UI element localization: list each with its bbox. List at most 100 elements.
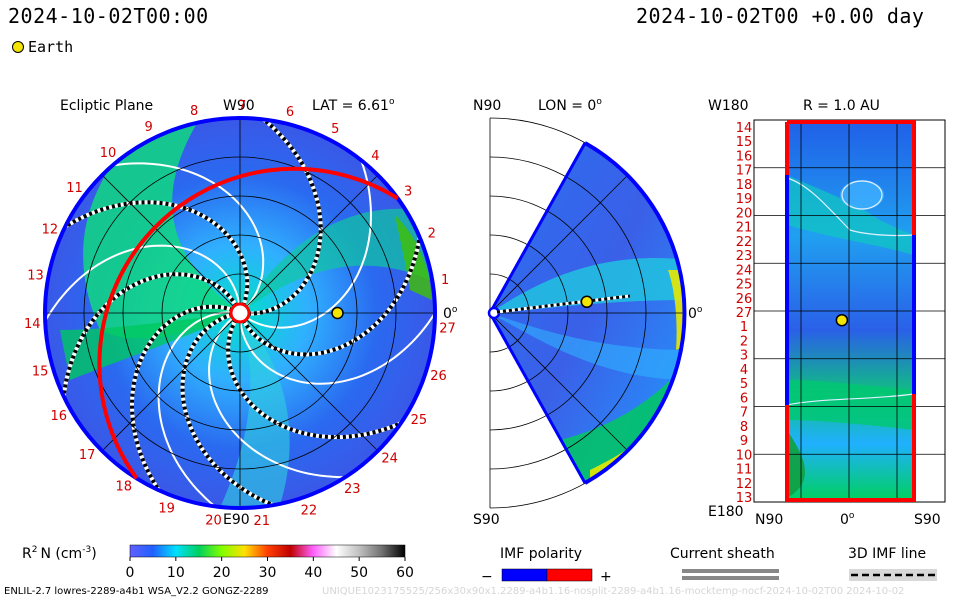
imf-field-line-dashed [60,272,238,430]
shell-top-label: W180 [708,98,749,114]
shell-xtick-zero: 0 [840,512,849,528]
colorbar-tick-0: 0 [126,565,135,581]
meridional-title: LON = 0 [538,98,596,114]
shell-title: R = 1.0 AU [803,98,880,114]
colorbar-tick-20: 20 [213,565,231,581]
imf-field-line-dashed [45,200,250,307]
shell-ytick-3: 3 [740,349,748,364]
svg-text:R2N (cm-3): R2 N (cm-3) [22,545,97,562]
earth-legend: Earth [12,38,73,56]
carrington-tick-12: 12 [42,223,59,238]
colorbar-tick-30: 30 [259,565,277,581]
shell-ytick-18: 18 [736,178,753,193]
carrington-tick-7: 7 [238,99,246,114]
meridional-right-degree: o [697,305,703,315]
ecliptic-panel: Ecliptic Plane LAT = 6.61o W90 E90 0o 12… [24,97,458,529]
shell-ytick-1: 1 [740,320,748,335]
imf-field-line-white [80,162,265,309]
shell-ytick-20: 20 [736,206,753,221]
meridional-grid [489,117,686,509]
shell-ytick-17: 17 [736,164,753,179]
shell-xtick-degree: o [849,511,855,521]
carrington-tick-27: 27 [439,322,456,337]
carrington-tick-14: 14 [24,317,41,332]
imf-line-legend: 3D IMF line [848,546,937,581]
shell-ytick-4: 4 [740,363,748,378]
shell-ytick-13: 13 [736,491,753,506]
sun-icon [229,302,251,324]
carrington-tick-3: 3 [404,185,412,200]
imf-polarity-title: IMF polarity [500,546,582,562]
shell-ytick-19: 19 [736,192,753,207]
imf-polarity-minus: − [481,569,493,585]
meridional-top-label: N90 [473,98,501,114]
carrington-tick-20: 20 [205,513,222,528]
imf-field-line-white [245,129,373,329]
footer-model-info: ENLIL-2.7 lowres-2289-a4b1 WSA_V2.2 GONG… [4,586,269,597]
imf-spiral-lines [45,118,435,508]
shell-xtick-n90: N90 [755,512,783,528]
imf-polarity-legend: IMF polarity − + [481,546,612,585]
shell-ytick-5: 5 [740,377,748,392]
ecliptic-rim-positive [97,166,399,480]
shell-ytick-12: 12 [736,477,753,492]
earth-shell-icon [835,313,849,327]
shell-ytick-9: 9 [740,434,748,449]
imf-field-line-dashed [180,312,306,508]
carrington-tick-1: 1 [441,273,449,288]
imf-negative-swatch [501,568,548,582]
carrington-tick-6: 6 [286,105,294,120]
carrington-tick-21: 21 [254,514,271,529]
imf-field-line-dashed [226,318,431,440]
shell-ytick-7: 7 [740,406,748,421]
shell-ytick-22: 22 [736,235,753,250]
shell-ytick-21: 21 [736,221,753,236]
colorbar-tick-50: 50 [350,565,368,581]
shell-ytick-27: 27 [736,306,753,321]
imf-field-line-white [208,316,379,479]
shell-ytick-6: 6 [740,391,748,406]
imf-line-meridional [496,294,631,314]
colorbar-tick-40: 40 [304,565,322,581]
shell-ytick-23: 23 [736,249,753,264]
footer-run-id: UNIQUE1023175525/256x30x90x1.2289-a4b1.1… [322,586,905,597]
imf-field-line-dashed [130,304,234,508]
carrington-tick-4: 4 [371,149,379,164]
shell-ytick-15: 15 [736,135,753,150]
current-sheath-legend: Current sheath [670,546,779,580]
shell-ytick-11: 11 [736,463,753,478]
shell-ytick-26: 26 [736,292,753,307]
ecliptic-right-label: 0 [443,306,452,322]
ecliptic-right-degree: o [452,305,458,315]
svg-text:LON = 0o: LON = 0o [538,97,602,114]
ecliptic-title: Ecliptic Plane [60,98,153,114]
shell-xtick-s90: S90 [914,512,941,528]
earth-ecliptic-icon [331,306,344,320]
carrington-tick-25: 25 [411,413,428,428]
meridional-right-label: 0 [688,306,697,322]
ecliptic-lat-degree: o [389,97,395,107]
imf-field-line-white [239,283,435,385]
carrington-tick-26: 26 [430,369,447,384]
colorbar-tick-60: 60 [396,565,414,581]
shell-panel: W180 R = 1.0 AU E180 1415161718192021222… [708,98,946,528]
meridional-degree: o [596,97,602,107]
svg-text:LAT = 6.61o: LAT = 6.61o [312,97,395,114]
earth-legend-label: Earth [28,38,74,56]
imf-polarity-plus: + [600,569,612,585]
svg-text:0o: 0o [840,511,855,528]
carrington-tick-11: 11 [66,181,83,196]
shell-ytick-16: 16 [736,149,753,164]
carrington-tick-5: 5 [331,122,339,137]
imf-field-line-dashed [235,118,323,316]
ecliptic-bottom-label: E90 [223,512,250,528]
shell-ytick-2: 2 [740,334,748,349]
carrington-tick-16: 16 [50,409,67,424]
current-sheath-title: Current sheath [670,546,775,562]
carrington-tick-19: 19 [158,502,175,517]
density-colorbar: R2 N (cm-3) 0 10 20 30 40 50 60 [22,544,414,581]
imf-field-line-dashed [241,204,424,357]
carrington-tick-23: 23 [344,482,361,497]
shell-ytick-8: 8 [740,420,748,435]
